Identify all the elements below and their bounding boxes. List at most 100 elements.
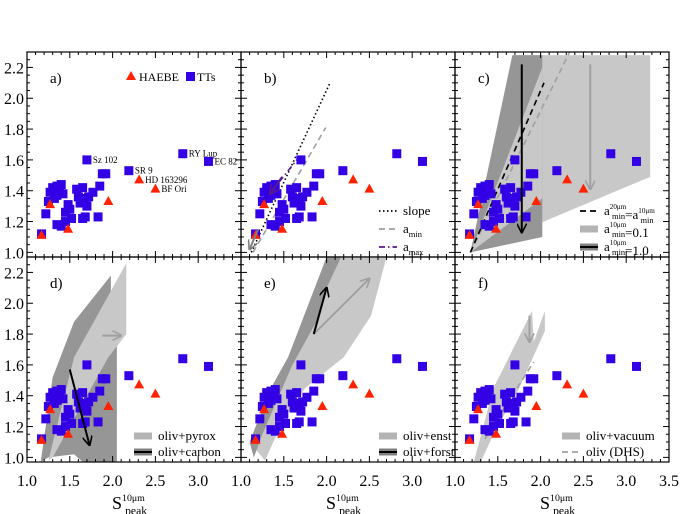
- y-tick-label: 1.6: [4, 153, 24, 170]
- tts-point: [469, 414, 479, 424]
- tts-point: [516, 392, 526, 402]
- tts-point: [296, 360, 306, 370]
- tts-point: [124, 371, 134, 381]
- haebe-point: [348, 174, 359, 184]
- tts-point: [484, 180, 494, 190]
- tts-point: [281, 213, 291, 223]
- plot-area: [250, 82, 427, 253]
- tts-point: [484, 385, 494, 395]
- x-tick-label: 2.5: [359, 473, 379, 490]
- tts-point: [84, 397, 94, 407]
- haebe-point: [63, 223, 74, 233]
- legend-label: amax: [403, 239, 424, 257]
- legend-haebe-label: HAEBE: [139, 70, 179, 84]
- tts-point: [263, 193, 273, 203]
- haebe-point: [562, 379, 573, 389]
- tts-point: [67, 213, 77, 223]
- haebe-point: [150, 388, 161, 398]
- tts-point: [270, 385, 280, 395]
- legend-label: slope: [403, 203, 431, 218]
- tts-point: [523, 386, 533, 396]
- tts-point: [552, 166, 562, 176]
- tts-point: [178, 149, 188, 159]
- x-tick-label: 1.0: [231, 473, 251, 490]
- tts-point: [287, 397, 297, 407]
- y-tick-label: 1.8: [4, 122, 24, 139]
- tts-point: [489, 217, 499, 227]
- legend-label: a10μm min=0.1: [604, 221, 649, 240]
- tts-point: [41, 209, 51, 219]
- haebe-point: [464, 434, 475, 444]
- tts-point: [101, 169, 111, 179]
- trend-arrow: [270, 176, 283, 194]
- haebe-point: [348, 379, 359, 389]
- legend-tts-label: TTs: [197, 70, 216, 84]
- tts-point: [484, 426, 494, 436]
- x-tick-label: 1.5: [488, 473, 508, 490]
- trend-arrow: [250, 228, 260, 249]
- legend-label: oliv+vacuum: [586, 428, 655, 443]
- x-tick-label: 1.0: [445, 473, 465, 490]
- legend-tts-marker: [186, 72, 195, 81]
- tts-point: [512, 397, 522, 407]
- tts-point: [45, 392, 55, 402]
- tts-point: [606, 149, 616, 159]
- tts-point: [512, 192, 522, 202]
- legend-label: amin: [403, 221, 423, 239]
- haebe-point: [531, 401, 542, 411]
- tts-point: [417, 361, 427, 371]
- tts-point: [392, 149, 402, 159]
- tts-point: [552, 371, 562, 381]
- legend-haebe-marker: [126, 71, 136, 80]
- tts-point: [292, 388, 302, 398]
- tts-point: [56, 221, 66, 231]
- plot-area: [36, 263, 213, 462]
- tts-point: [484, 221, 494, 231]
- tts-point: [338, 166, 348, 176]
- y-tick-label: 1.4: [4, 184, 24, 201]
- tts-point: [287, 192, 297, 202]
- tts-point: [49, 193, 59, 203]
- tts-point: [80, 212, 90, 222]
- haebe-point: [36, 229, 47, 239]
- legend-label: a10μm min=1.0: [604, 239, 649, 258]
- tts-point: [315, 169, 325, 179]
- panel-label: b): [264, 71, 277, 87]
- legend-label: oliv+forst: [403, 444, 455, 459]
- tts-point: [272, 394, 282, 404]
- tts-point: [67, 418, 77, 428]
- x-tick-label: 3.0: [188, 473, 208, 490]
- tts-point: [506, 183, 516, 193]
- tts-point: [500, 389, 510, 399]
- legend-label: a20μm min=a10μm min: [604, 203, 655, 225]
- tts-point: [63, 405, 73, 415]
- model-line-dashed: [469, 52, 571, 253]
- tts-point: [471, 197, 481, 207]
- x-tick-label: 1.5: [60, 473, 80, 490]
- tts-point: [78, 183, 88, 193]
- tts-point: [93, 212, 103, 222]
- tts-point: [72, 184, 82, 194]
- y-tick-label: 2.0: [4, 91, 24, 108]
- tts-point: [503, 403, 513, 413]
- y-tick-label: 1.2: [4, 420, 24, 437]
- x-tick-label: 3.5: [659, 473, 679, 490]
- tts-point: [477, 398, 487, 408]
- tts-point: [270, 221, 280, 231]
- tts-point: [56, 385, 66, 395]
- haebe-point: [259, 404, 270, 414]
- tts-point: [49, 398, 59, 408]
- point-label: HD 163296: [145, 175, 188, 185]
- tts-point: [78, 388, 88, 398]
- haebe-point: [317, 196, 328, 206]
- tts-point: [203, 361, 213, 371]
- tts-point: [41, 414, 51, 424]
- tts-point: [315, 374, 325, 384]
- tts-point: [124, 166, 134, 176]
- tts-point: [275, 422, 285, 432]
- model-line-dashdot: [270, 156, 300, 193]
